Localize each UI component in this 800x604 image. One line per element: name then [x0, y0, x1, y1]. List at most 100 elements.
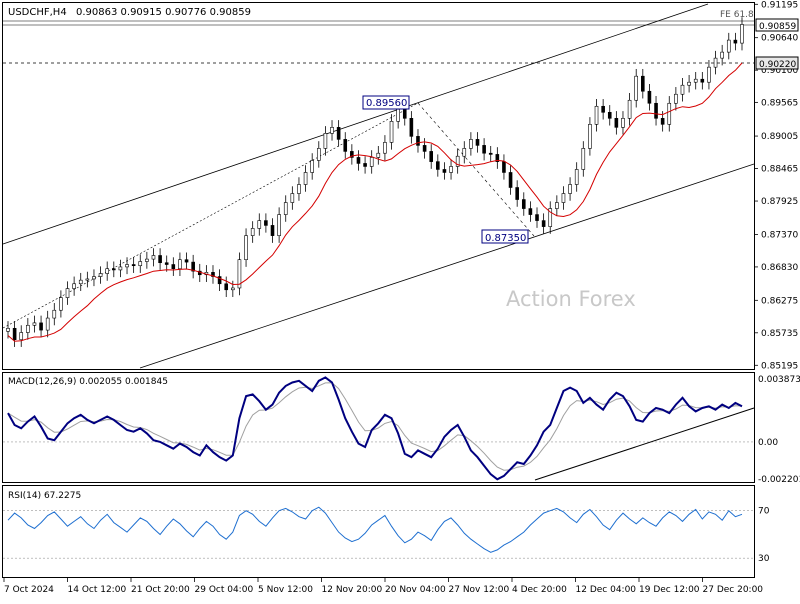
candle-body	[667, 102, 672, 125]
candle-body	[336, 127, 341, 140]
price-tick-label: 0.87370	[761, 230, 798, 240]
candle-body	[561, 193, 566, 203]
macd-series	[3, 376, 755, 481]
candle-body	[303, 172, 308, 185]
candle-body	[508, 172, 513, 188]
candle-body	[680, 84, 685, 95]
candle-body	[145, 258, 149, 262]
rsi-panel[interactable]	[2, 485, 755, 578]
candle-body	[588, 124, 592, 149]
level-price-value: 0.90220	[759, 60, 796, 70]
candle-body	[594, 105, 599, 125]
candle-body	[211, 272, 215, 277]
price-tick-label: 0.89005	[761, 132, 798, 142]
candle-body	[647, 90, 652, 104]
macd-tick-label: 0.00	[758, 438, 778, 448]
candle-body	[574, 169, 579, 185]
candle-body	[455, 155, 460, 167]
macd-tick-label: -0.002201	[758, 475, 800, 485]
candle-body	[541, 220, 546, 227]
candle-body	[59, 297, 63, 311]
candle-body	[449, 166, 453, 173]
candle-body	[726, 39, 731, 53]
candle-body	[39, 322, 43, 331]
candle-body	[112, 268, 116, 271]
macd-tick-label: 0.003873	[758, 375, 800, 385]
candle-body	[151, 255, 156, 260]
current-price-value: 0.90859	[759, 22, 796, 32]
candle-body	[693, 78, 698, 83]
candle-body	[687, 81, 691, 86]
candle-body	[409, 118, 414, 137]
candle-body	[607, 111, 612, 119]
price-tick-label: 0.87925	[761, 197, 798, 207]
candle-body	[535, 214, 539, 221]
time-tick-label: 12 Nov 20:00	[322, 585, 383, 595]
time-tick-label: 27 Nov 12:00	[449, 585, 510, 595]
candle-body	[502, 161, 506, 173]
rsi-series	[3, 506, 754, 559]
candle-body	[720, 51, 724, 59]
candle-body	[171, 264, 176, 270]
candle-body	[660, 118, 665, 125]
candle-body	[515, 187, 519, 200]
price-tick-label: 0.90100	[761, 66, 798, 76]
candle-body	[627, 99, 632, 119]
macd-trendline	[534, 407, 755, 481]
macd-label: MACD(12,26,9) 0.002055 0.001845	[8, 377, 168, 387]
price-tick-label: 0.90640	[761, 34, 798, 44]
candle-body	[138, 261, 143, 267]
candle-body	[581, 148, 586, 170]
time-tick-label: 7 Oct 2024	[4, 585, 54, 595]
swing-high-box	[362, 95, 410, 110]
candle-body	[164, 262, 169, 265]
candle-body	[12, 327, 17, 341]
candle-body	[396, 108, 400, 122]
candle-body	[290, 193, 295, 203]
candle-body	[356, 157, 361, 164]
price-tick-label: 0.91195	[761, 0, 798, 10]
candle-body	[283, 202, 288, 215]
time-tick-label: 5 Nov 12:00	[258, 585, 313, 595]
candle-body	[521, 199, 526, 209]
candle-body	[462, 148, 467, 157]
price-tick-label: 0.86275	[761, 296, 798, 306]
swing-low-label: 0.87350	[485, 233, 526, 244]
candle-body	[707, 66, 711, 83]
candle-body	[555, 202, 559, 209]
inner-channel-dotted-line	[2, 102, 419, 329]
candle-body	[52, 309, 57, 319]
candle-body	[634, 75, 638, 101]
candle-body	[85, 278, 90, 281]
candle-body	[376, 152, 381, 158]
rsi-tick-label: 70	[758, 507, 770, 517]
candle-body	[528, 208, 533, 215]
candle-body	[429, 151, 434, 162]
candle-body	[402, 108, 407, 119]
candle-body	[6, 327, 10, 332]
price-panel[interactable]	[2, 2, 755, 370]
candle-body	[310, 160, 314, 173]
candle-body	[469, 139, 473, 149]
candle-body	[363, 163, 367, 167]
candle-body	[217, 276, 222, 285]
candle-body	[92, 276, 96, 280]
candle-body	[45, 317, 50, 331]
candle-body	[98, 273, 103, 277]
rsi-tick-label: 30	[758, 554, 770, 564]
candle-body	[26, 324, 30, 333]
candle-body	[442, 169, 447, 173]
candle-body	[482, 145, 486, 154]
candle-body	[184, 259, 189, 263]
swing-high-label: 0.89560	[366, 98, 407, 109]
candle-body	[158, 255, 162, 264]
candle-body	[72, 283, 76, 289]
time-tick-label: 27 Dec 20:00	[703, 585, 764, 595]
candle-body	[548, 208, 553, 227]
price-tick-label: 0.85195	[761, 361, 798, 371]
candle-body	[237, 259, 242, 289]
fib-extension-label: FE 61.8	[720, 10, 754, 20]
candle-body	[488, 152, 493, 155]
